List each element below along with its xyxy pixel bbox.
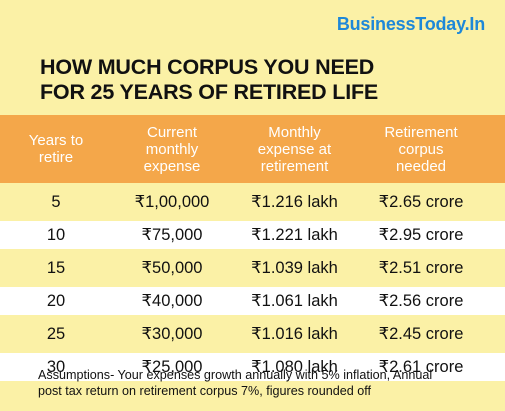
cell-current-expense: ₹40,000 bbox=[141, 292, 203, 310]
cell-current-expense: ₹30,000 bbox=[141, 325, 203, 343]
table-row: 20 ₹40,000 ₹1.061 lakh ₹2.56 crore bbox=[0, 287, 505, 315]
header-text-line: expense bbox=[143, 157, 201, 175]
cell-expense-at-retirement: ₹1.216 lakh bbox=[251, 193, 338, 211]
table-header: Years to retire Current monthly expense … bbox=[0, 115, 505, 183]
header-current-monthly-expense: Current monthly expense bbox=[112, 124, 232, 175]
table-body: 5 ₹1,00,000 ₹1.216 lakh ₹2.65 crore 10 ₹… bbox=[0, 183, 505, 381]
cell-expense-at-retirement: ₹1.221 lakh bbox=[251, 226, 338, 244]
table-row: 25 ₹30,000 ₹1.016 lakh ₹2.45 crore bbox=[0, 320, 505, 348]
cell-corpus-needed: ₹2.45 crore bbox=[378, 325, 464, 343]
cell-current-expense: ₹25,000 bbox=[141, 358, 203, 376]
title-line-2: FOR 25 YEARS OF RETIRED LIFE bbox=[40, 80, 379, 104]
cell-current-expense: ₹50,000 bbox=[141, 259, 203, 277]
table-row: 10 ₹75,000 ₹1.221 lakh ₹2.95 crore bbox=[0, 221, 505, 249]
cell-current-expense: ₹1,00,000 bbox=[134, 193, 210, 211]
table-row: 30 ₹25,000 ₹1.080 lakh ₹2.61 crore bbox=[0, 353, 505, 381]
cell-years: 20 bbox=[46, 291, 66, 310]
cell-current-expense: ₹75,000 bbox=[141, 226, 203, 244]
cell-corpus-needed: ₹2.56 crore bbox=[378, 292, 464, 310]
note-line-2: post tax return on retirement corpus 7%,… bbox=[38, 384, 371, 398]
assumptions-note: Assumptions- Your expenses growth annual… bbox=[38, 367, 483, 399]
header-text-line: monthly bbox=[145, 140, 199, 158]
header-retirement-corpus-needed: Retirement corpus needed bbox=[357, 124, 485, 175]
header-text-line: Years to bbox=[28, 132, 84, 149]
header-text-line: retirement bbox=[260, 157, 329, 175]
header-text-line: Current bbox=[146, 123, 198, 141]
header-text-line: retire bbox=[38, 149, 74, 166]
cell-corpus-needed: ₹2.65 crore bbox=[378, 193, 464, 211]
brand-logo: BusinessToday.In bbox=[336, 14, 485, 34]
header-text-line: Monthly bbox=[268, 123, 321, 141]
cell-years: 5 bbox=[51, 192, 61, 211]
header-years-to-retire: Years to retire bbox=[0, 132, 112, 166]
table-row: 15 ₹50,000 ₹1.039 lakh ₹2.51 crore bbox=[0, 254, 505, 282]
cell-expense-at-retirement: ₹1.061 lakh bbox=[251, 292, 338, 310]
header-monthly-expense-at-retirement: Monthly expense at retirement bbox=[232, 124, 357, 175]
infographic-title: HOW MUCH CORPUS YOU NEED FOR 25 YEARS OF… bbox=[40, 55, 480, 105]
cell-expense-at-retirement: ₹1.039 lakh bbox=[251, 259, 338, 277]
cell-corpus-needed: ₹2.61 crore bbox=[378, 358, 464, 376]
cell-corpus-needed: ₹2.51 crore bbox=[378, 259, 464, 277]
cell-corpus-needed: ₹2.95 crore bbox=[378, 226, 464, 244]
cell-years: 30 bbox=[46, 357, 66, 376]
header-text-line: Retirement bbox=[384, 123, 458, 141]
header-text-line: corpus bbox=[398, 140, 444, 158]
cell-years: 10 bbox=[46, 225, 66, 244]
cell-expense-at-retirement: ₹1.016 lakh bbox=[251, 325, 338, 343]
cell-years: 25 bbox=[46, 324, 66, 343]
corpus-table: Years to retire Current monthly expense … bbox=[0, 115, 505, 381]
header-text-line: needed bbox=[395, 157, 447, 175]
header-text-line: expense at bbox=[257, 140, 332, 158]
cell-expense-at-retirement: ₹1.080 lakh bbox=[251, 358, 338, 376]
note-line-1: Assumptions- Your expenses growth annual… bbox=[38, 368, 433, 382]
cell-years: 15 bbox=[46, 258, 66, 277]
title-line-1: HOW MUCH CORPUS YOU NEED bbox=[40, 55, 375, 79]
table-row: 5 ₹1,00,000 ₹1.216 lakh ₹2.65 crore bbox=[0, 188, 505, 216]
